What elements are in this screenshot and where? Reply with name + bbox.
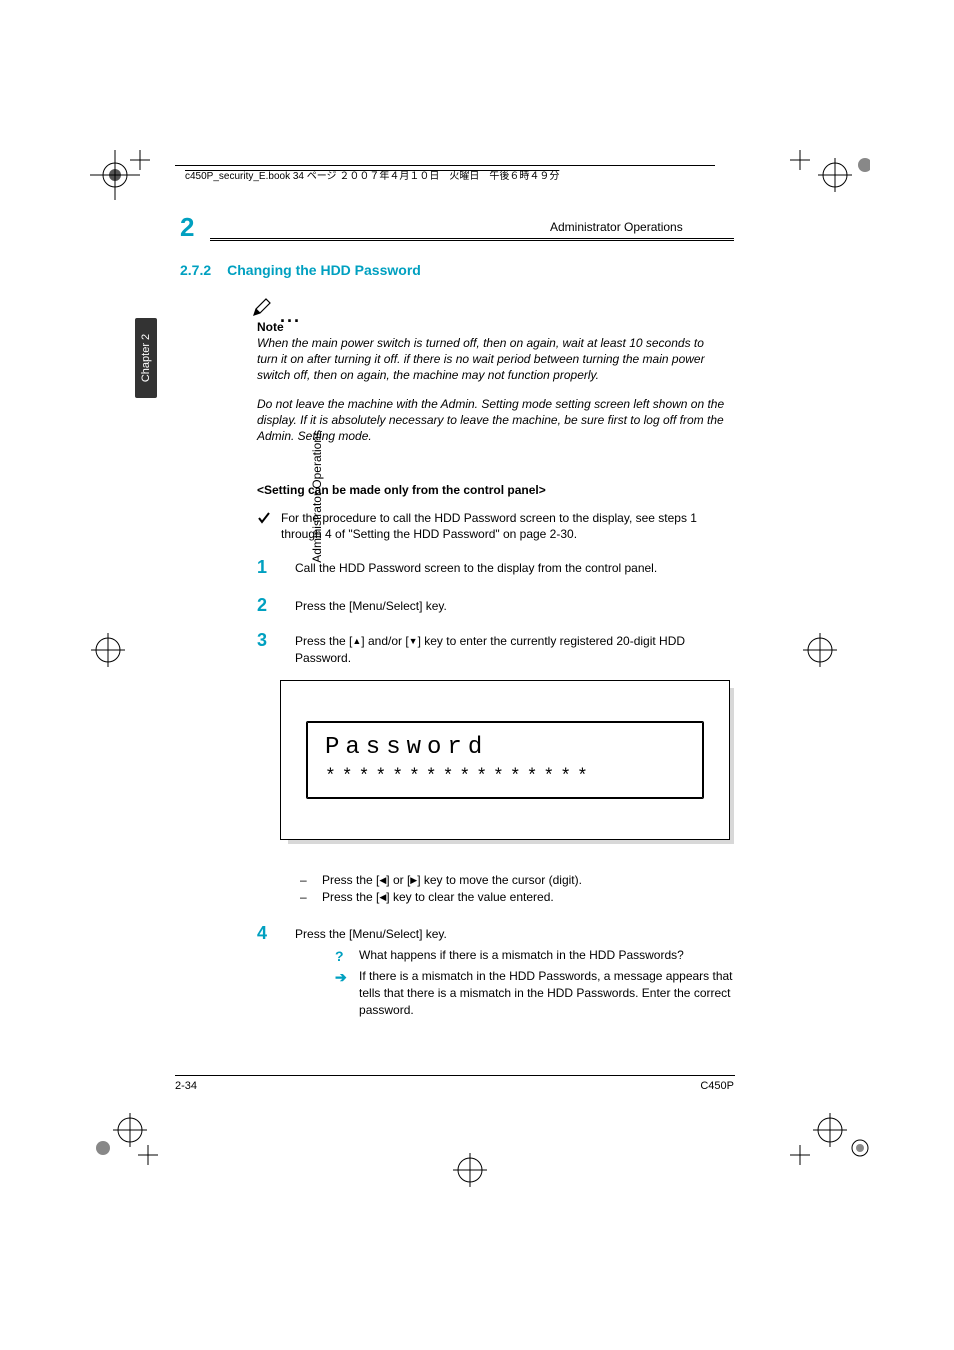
question-icon: ?: [335, 947, 351, 967]
step-1: 1 Call the HDD Password screen to the di…: [257, 560, 737, 578]
section-heading: 2.7.2 Changing the HDD Password: [180, 262, 421, 278]
registration-mark-bottom-left: [88, 1100, 158, 1170]
step-4: 4 Press the [Menu/Select] key. ? What ha…: [257, 926, 737, 1021]
step-3-sublist: – Press the [◀] or [▶] key to move the c…: [300, 872, 730, 907]
registration-mark-top-left: [90, 150, 150, 210]
registration-mark-top-right: [790, 150, 870, 210]
footer-page: 2-34: [175, 1080, 197, 1092]
step-2-number: 2: [257, 595, 267, 616]
step-4-text: Press the [Menu/Select] key.: [295, 926, 737, 943]
note-label: Note: [257, 320, 284, 334]
running-head-rule2: [210, 240, 734, 241]
step-2-text: Press the [Menu/Select] key.: [295, 598, 737, 616]
chapter-number: 2: [180, 212, 194, 243]
section-number: 2.7.2: [180, 262, 211, 278]
crop-header-line: [175, 165, 715, 166]
up-triangle-icon: ▲: [352, 636, 361, 646]
step-1-text: Call the HDD Password screen to the disp…: [295, 560, 737, 578]
lcd-panel: Password ****************: [280, 680, 730, 840]
sublist-a: Press the [◀] or [▶] key to move the cur…: [322, 872, 582, 889]
registration-mark-left: [88, 630, 128, 670]
running-head-rule: [210, 238, 734, 239]
lcd-line1: Password: [325, 734, 685, 761]
section-title: Changing the HDD Password: [227, 262, 421, 278]
sub-heading: <Setting can be made only from the contr…: [257, 483, 546, 497]
step-3: 3 Press the [▲] and/or [▼] key to enter …: [257, 633, 737, 667]
arrow-icon: ➔: [335, 968, 351, 1018]
registration-mark-bottom-right: [790, 1100, 870, 1170]
note-p1: When the main power switch is turned off…: [257, 335, 727, 384]
check-icon: [257, 511, 271, 542]
sublist-b: Press the [◀] key to clear the value ent…: [322, 889, 554, 906]
qa-block: ? What happens if there is a mismatch in…: [335, 947, 737, 1019]
note-body: When the main power switch is turned off…: [257, 335, 727, 456]
step-1-number: 1: [257, 557, 267, 578]
step-3-number: 3: [257, 630, 267, 667]
qa-question: What happens if there is a mismatch in t…: [359, 947, 684, 967]
lcd-inner: Password ****************: [306, 721, 704, 799]
footer-rule: [175, 1075, 735, 1076]
check-row: For the procedure to call the HDD Passwo…: [257, 510, 737, 542]
step-2: 2 Press the [Menu/Select] key.: [257, 598, 737, 616]
step-4-number: 4: [257, 923, 267, 1021]
step-3-text: Press the [▲] and/or [▼] key to enter th…: [295, 633, 737, 667]
running-head: Administrator Operations: [550, 220, 683, 234]
lcd-line2: ****************: [325, 767, 685, 787]
qa-answer: If there is a mismatch in the HDD Passwo…: [359, 968, 737, 1018]
registration-mark-bottom-center: [450, 1150, 490, 1190]
registration-mark-right: [800, 630, 840, 670]
check-text: For the procedure to call the HDD Passwo…: [281, 510, 737, 542]
crop-header-text: c450P_security_E.book 34 ページ ２００７年４月１０日 …: [185, 167, 559, 182]
note-p2: Do not leave the machine with the Admin.…: [257, 396, 727, 445]
down-triangle-icon: ▼: [409, 636, 418, 646]
footer-model: C450P: [700, 1080, 734, 1092]
